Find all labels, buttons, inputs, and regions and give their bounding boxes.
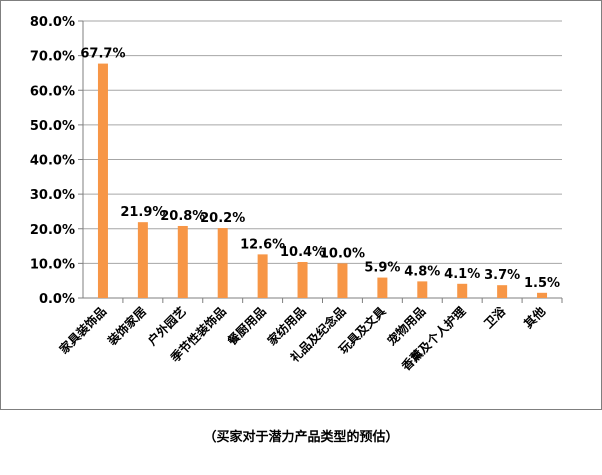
chart-caption: （买家对于潜力产品类型的预估） <box>203 430 399 445</box>
bar <box>457 283 468 298</box>
data-label: 4.8% <box>404 264 440 279</box>
data-label: 21.9% <box>120 205 165 220</box>
y-tick-label: 70.0% <box>30 50 75 65</box>
bar <box>177 225 188 298</box>
y-tick-label: 40.0% <box>30 154 75 169</box>
bar-chart: 0.0% 10.0% 20.0% 30.0% 40.0% 50.0% 60.0% 70.0% 8… <box>30 15 563 374</box>
y-tick-label: 60.0% <box>30 84 75 99</box>
x-tick-label: 家具装饰品 <box>56 304 109 357</box>
bar <box>337 263 348 298</box>
data-label: 5.9% <box>364 261 400 276</box>
y-tick-label: 50.0% <box>30 119 75 134</box>
data-label: 20.8% <box>160 209 205 224</box>
y-axis-ticks: 0.0% 10.0% 20.0% 30.0% 40.0% 50.0% 60.0% 70.0% 8… <box>30 15 75 307</box>
data-label: 3.7% <box>484 268 520 283</box>
y-tick-label: 0.0% <box>39 292 75 307</box>
y-tick-label: 80.0% <box>30 15 75 30</box>
x-tick-label: 装饰家居 <box>104 304 149 349</box>
data-labels: 67.7% 21.9%20.8%20.2% 12.6%10.4%10.0%5.9% 4… <box>80 47 560 291</box>
data-label: 4.1% <box>444 267 480 282</box>
x-tick-label: 餐厨用品 <box>224 304 269 349</box>
y-tick-label: 10.0% <box>30 257 75 272</box>
x-axis-ticks: 家具装饰品装饰家居户外园艺季节性装饰品餐厨用品家纺用品礼品及纪念品玩具及文具宠物… <box>56 303 548 374</box>
bar <box>297 261 308 298</box>
x-tick-label: 其他 <box>521 304 549 332</box>
bar <box>417 281 428 298</box>
bar <box>137 222 148 298</box>
data-label: 12.6% <box>240 237 285 252</box>
data-label: 20.2% <box>200 211 245 226</box>
chart-frame: 0.0% 10.0% 20.0% 30.0% 40.0% 50.0% 60.0% 70.0% 8… <box>0 0 602 410</box>
bar <box>97 63 108 299</box>
data-label: 1.5% <box>524 276 560 291</box>
data-label: 67.7% <box>80 47 125 62</box>
bars <box>97 63 548 299</box>
bar <box>377 277 388 298</box>
x-tick-label: 卫浴 <box>481 303 509 331</box>
y-tick-label: 30.0% <box>30 188 75 203</box>
gridlines <box>78 20 563 303</box>
data-label: 10.0% <box>320 246 365 261</box>
bar <box>257 254 268 298</box>
data-label: 10.4% <box>280 245 325 260</box>
bar <box>497 285 508 298</box>
bar <box>537 292 548 298</box>
y-tick-label: 20.0% <box>30 223 75 238</box>
bar <box>217 228 228 298</box>
